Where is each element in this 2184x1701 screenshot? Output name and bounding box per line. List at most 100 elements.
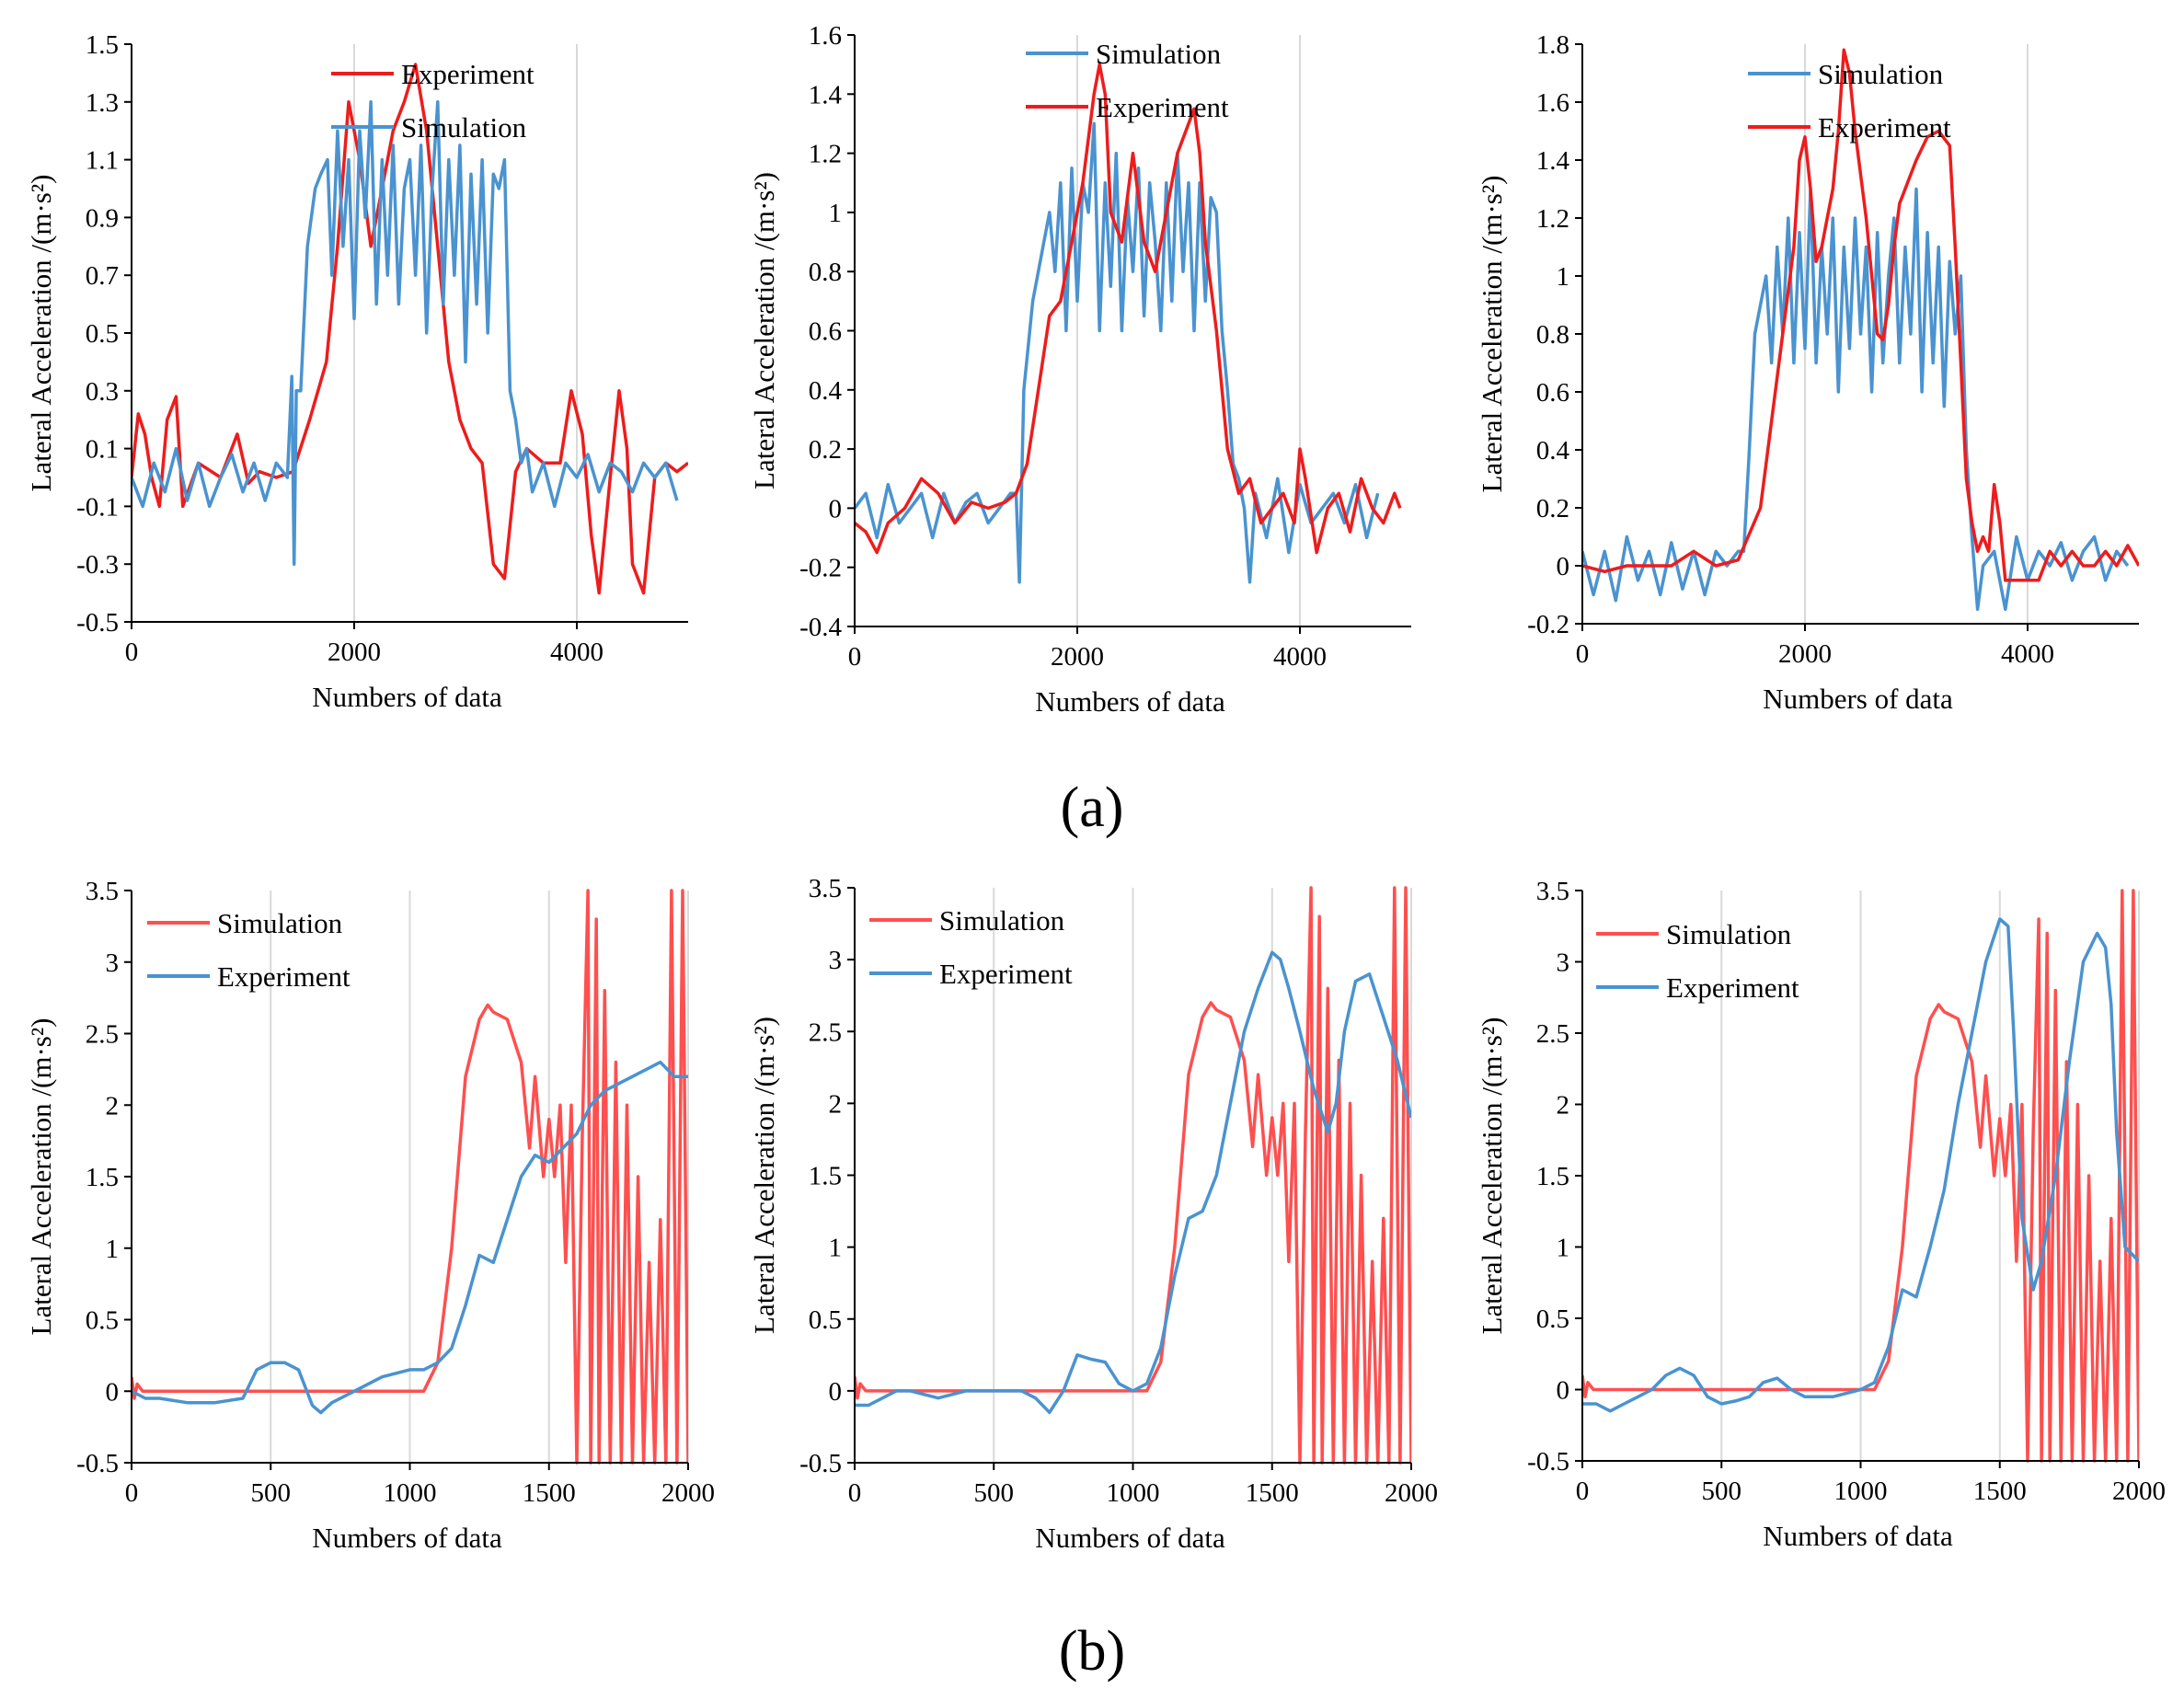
y-tick-label: -0.1 xyxy=(76,492,119,522)
y-tick-label: 2 xyxy=(106,1091,120,1121)
y-tick-label: 1.4 xyxy=(1536,146,1570,176)
y-tick-label: 0.8 xyxy=(1536,320,1569,350)
legend-label-simulation: Simulation xyxy=(1666,918,1792,950)
y-axis-title: Lateral Acceleration /(m·s²) xyxy=(1476,176,1508,493)
chart-a2: -0.4 -0.2 0 0.2 0.4 0.6 0.8 1 1.2 1.4 1.6 0 2000 4000… xyxy=(748,21,1411,718)
x-tick-label: 2000 xyxy=(2112,1477,2166,1506)
y-axis-title: Lateral Acceleration /(m·s²) xyxy=(25,175,57,492)
y-tick-label: 0 xyxy=(829,1377,843,1407)
y-tick-label: 0.8 xyxy=(809,258,842,287)
y-tick-label: 2 xyxy=(1557,1091,1570,1121)
legend-label-experiment: Experiment xyxy=(401,58,535,90)
y-tick-label: -0.5 xyxy=(76,608,119,638)
y-tick-label: 2 xyxy=(829,1089,843,1119)
legend-label-simulation: Simulation xyxy=(217,907,343,939)
series-line-simulation xyxy=(1582,187,2130,612)
y-tick-label: 0.1 xyxy=(86,435,119,465)
x-tick-label: 4000 xyxy=(550,638,603,667)
y-tick-label: 0.3 xyxy=(86,377,119,407)
x-tick-label: 1500 xyxy=(1246,1478,1299,1508)
x-tick-label: 2000 xyxy=(661,1478,715,1508)
y-tick-label: 1.4 xyxy=(809,80,843,109)
y-tick-label: 0.6 xyxy=(809,317,842,347)
legend-label-experiment: Experiment xyxy=(1666,971,1799,1004)
x-tick-label: 0 xyxy=(1576,639,1590,669)
chart-b1: -0.500.511.522.533.50 500 1000 1500 2000Numb… xyxy=(25,877,715,1554)
legend-label-simulation: Simulation xyxy=(1818,58,1944,90)
y-tick-label: 0 xyxy=(1557,552,1570,581)
chart-b2: -0.500.511.522.533.50 500 1000 1500 2000Numb… xyxy=(748,874,1438,1554)
series-line-experiment xyxy=(855,63,1402,555)
series-line-experiment xyxy=(1582,48,2139,582)
chart-a1: -0.5 -0.3 -0.1 0.1 0.3 0.5 0.7 0.9 1.1 1.3 1.5 0 200… xyxy=(25,30,688,713)
y-tick-label: 1.8 xyxy=(1536,30,1569,60)
y-tick-label: 1 xyxy=(829,1234,843,1263)
y-tick-label: 1 xyxy=(106,1235,120,1264)
y-tick-label: 0.2 xyxy=(809,435,842,465)
x-tick-label: 2000 xyxy=(328,638,381,667)
x-tick-label: 1500 xyxy=(523,1478,576,1508)
y-tick-label: 0.5 xyxy=(86,1306,119,1336)
x-tick-label: 0 xyxy=(1576,1477,1590,1506)
y-tick-label: -0.4 xyxy=(799,613,842,642)
y-axis-title: Lateral Acceleration /(m·s²) xyxy=(1476,1017,1508,1335)
y-tick-label: -0.3 xyxy=(76,550,119,580)
y-tick-label: 0.9 xyxy=(86,203,119,233)
legend-label-experiment: Experiment xyxy=(939,958,1073,990)
legend-label-simulation: Simulation xyxy=(939,904,1065,937)
x-tick-label: 0 xyxy=(848,1478,862,1508)
series-line-experiment xyxy=(132,1060,688,1415)
y-tick-label: 2.5 xyxy=(86,1020,119,1050)
y-tick-label: 0 xyxy=(1557,1376,1570,1406)
y-tick-label: 1 xyxy=(829,199,843,228)
x-axis-title: Numbers of data xyxy=(1763,1520,1953,1552)
x-tick-label: 0 xyxy=(848,642,862,672)
legend-label-experiment: Experiment xyxy=(1096,91,1229,123)
series-line-simulation xyxy=(1582,889,2139,1463)
y-tick-label: 3 xyxy=(829,946,843,975)
y-tick-label: 0.6 xyxy=(1536,378,1569,408)
x-tick-label: 500 xyxy=(251,1478,292,1508)
y-tick-label: -0.2 xyxy=(1527,610,1569,639)
y-tick-label: 0 xyxy=(106,1377,120,1407)
x-tick-label: 1000 xyxy=(384,1478,437,1508)
y-tick-label: 0.4 xyxy=(1536,436,1570,465)
y-tick-label: 0.2 xyxy=(1536,494,1569,523)
x-tick-label: 500 xyxy=(974,1478,1015,1508)
x-tick-label: 2000 xyxy=(1778,639,1832,669)
y-axis-title: Lateral Acceleration /(m·s²) xyxy=(748,172,780,489)
x-tick-label: 0 xyxy=(125,638,139,667)
y-tick-label: 1.6 xyxy=(809,21,842,51)
y-tick-label: 2.5 xyxy=(809,1017,842,1047)
y-tick-label: 0 xyxy=(829,494,843,523)
y-tick-label: 3 xyxy=(106,948,120,978)
y-tick-label: 1 xyxy=(1557,1234,1570,1263)
series-line-simulation xyxy=(132,889,688,1465)
x-tick-label: 1500 xyxy=(1973,1477,2027,1506)
y-tick-label: 0.5 xyxy=(86,319,119,349)
series-line-experiment xyxy=(1582,917,2139,1413)
y-tick-label: 1.2 xyxy=(1536,204,1569,234)
y-tick-label: -0.2 xyxy=(799,554,842,583)
x-tick-label: 4000 xyxy=(2001,639,2054,669)
legend-label-simulation: Simulation xyxy=(1096,38,1222,70)
y-tick-label: 1.2 xyxy=(809,140,842,169)
y-tick-label: 3.5 xyxy=(86,877,119,906)
y-tick-label: 0.4 xyxy=(809,376,843,406)
x-axis-title: Numbers of data xyxy=(312,1522,502,1554)
y-tick-label: 1.6 xyxy=(1536,88,1569,118)
series-line-experiment xyxy=(132,63,688,595)
y-axis-title: Lateral Acceleration /(m·s²) xyxy=(748,1017,780,1334)
x-axis-title: Numbers of data xyxy=(1035,1522,1225,1554)
y-tick-label: 0.5 xyxy=(809,1305,842,1335)
x-axis-title: Numbers of data xyxy=(312,681,502,713)
series-line-simulation xyxy=(132,100,679,566)
y-tick-label: 0.7 xyxy=(86,261,119,291)
x-tick-label: 2000 xyxy=(1051,642,1104,672)
y-tick-label: 1.5 xyxy=(86,30,119,60)
x-tick-label: 0 xyxy=(125,1478,139,1508)
y-tick-label: 1.5 xyxy=(86,1163,119,1192)
y-tick-label: 0.5 xyxy=(1536,1304,1569,1334)
panel-label-a: (a) xyxy=(1061,776,1124,839)
